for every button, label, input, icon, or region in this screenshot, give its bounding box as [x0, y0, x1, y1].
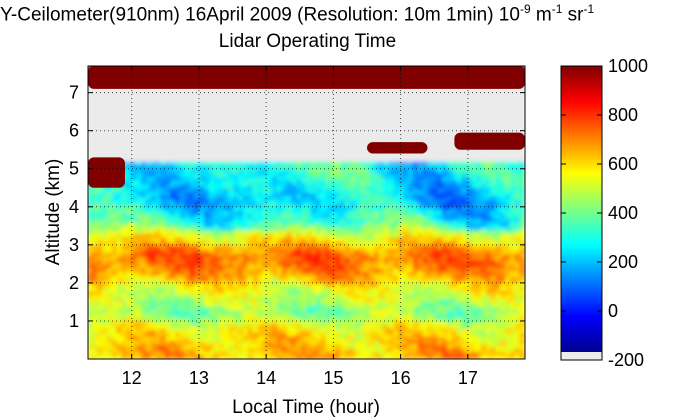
- cloud-cloud-15.5-16.4: [367, 142, 428, 154]
- x-axis: 12 13 14 15 16 17: [122, 66, 478, 388]
- title-unit-m: m: [530, 4, 552, 26]
- title-main: Y-Ceilometer(910nm) 16April 2009 (Resolu…: [0, 4, 520, 26]
- colorbar: 1000 800 600 400 200 0 -200: [560, 56, 648, 370]
- title-exponent-1: -9: [519, 2, 531, 16]
- colorbar-tick-label-200: 200: [608, 252, 638, 272]
- colorbar-gradient: [561, 66, 602, 352]
- x-tick-label-12: 12: [122, 368, 142, 388]
- x-axis-label: Local Time (hour): [232, 397, 380, 418]
- x-tick-label-15: 15: [323, 368, 343, 388]
- colorbar-ticks: 1000 800 600 400 200 0 -200: [561, 56, 648, 370]
- plot-frame: [87, 65, 526, 360]
- y-tick-label-4: 4: [69, 197, 79, 217]
- y-axis-label: Altitude (km): [43, 159, 64, 266]
- y-tick-label-2: 2: [69, 273, 79, 293]
- colorbar-tick-label-600: 600: [608, 154, 638, 174]
- grid-lines: [88, 66, 525, 359]
- title-unit-sr: sr: [562, 4, 584, 26]
- x-tick-label-14: 14: [256, 368, 276, 388]
- x-tick-label-16: 16: [391, 368, 411, 388]
- y-axis: 1 2 3 4 5 6 7: [69, 83, 525, 331]
- x-tick-label-13: 13: [189, 368, 209, 388]
- chart-title-line2: Lidar Operating Time: [218, 31, 397, 52]
- colorbar-tick-label-1000: 1000: [608, 56, 648, 76]
- y-tick-label-5: 5: [69, 159, 79, 179]
- x-tick-label-17: 17: [458, 368, 478, 388]
- y-tick-label-6: 6: [69, 121, 79, 141]
- cloud-upper-cloud-layer: [88, 66, 525, 89]
- colorbar-tick-label--200: -200: [608, 350, 644, 370]
- y-tick-label-3: 3: [69, 235, 79, 255]
- colorbar-tick-label-400: 400: [608, 203, 638, 223]
- heatmap-layer: [88, 66, 525, 359]
- colorbar-tick-label-0: 0: [608, 301, 618, 321]
- heatmap-texture: [88, 66, 525, 359]
- title-exponent-2: -1: [551, 2, 563, 16]
- colorbar-tick-label-800: 800: [608, 105, 638, 125]
- y-tick-label-7: 7: [69, 83, 79, 103]
- chart-title-line1: Y-Ceilometer(910nm) 16April 2009 (Resolu…: [0, 2, 700, 26]
- y-tick-label-1: 1: [69, 311, 79, 331]
- colorbar-nodata-swatch: [561, 352, 602, 360]
- title-exponent-3: -1: [583, 2, 595, 16]
- cloud-low-cloud-block: [88, 157, 125, 188]
- cloud-cloud-16.8-17.85: [454, 132, 525, 150]
